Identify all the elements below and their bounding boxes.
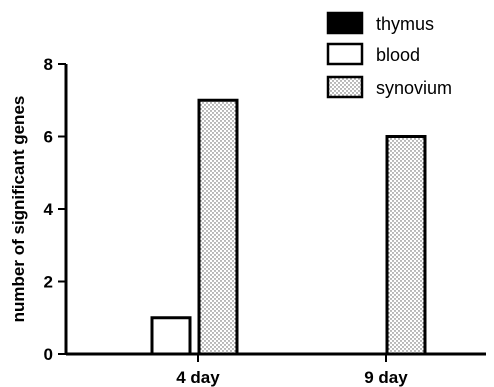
- legend-label-synovium: synovium: [376, 78, 452, 98]
- x-axis-ticks: 4 day 9 day: [176, 354, 408, 387]
- x-tick-label: 4 day: [176, 368, 220, 387]
- legend-swatch-thymus: [326, 11, 364, 35]
- legend-swatch-synovium: [326, 75, 364, 99]
- y-axis-ticks: 0 2 4 6 8: [44, 55, 66, 364]
- bar-blood-0: [150, 316, 192, 356]
- y-tick-label: 0: [44, 345, 53, 364]
- y-axis-label: number of significant genes: [9, 96, 28, 323]
- legend-label-blood: blood: [376, 45, 420, 65]
- legend-label-thymus: thymus: [376, 14, 434, 34]
- y-tick-label: 4: [44, 200, 54, 219]
- y-tick-label: 6: [44, 128, 53, 147]
- x-tick-label: 9 day: [364, 368, 408, 387]
- legend: thymus blood synovium: [326, 11, 452, 99]
- legend-swatch-blood: [326, 42, 364, 66]
- y-tick-label: 8: [44, 55, 53, 74]
- y-tick-label: 2: [44, 273, 53, 292]
- bars: [150, 98, 427, 356]
- bar-synovium-1: [385, 135, 427, 356]
- bar-synovium-0: [197, 98, 239, 356]
